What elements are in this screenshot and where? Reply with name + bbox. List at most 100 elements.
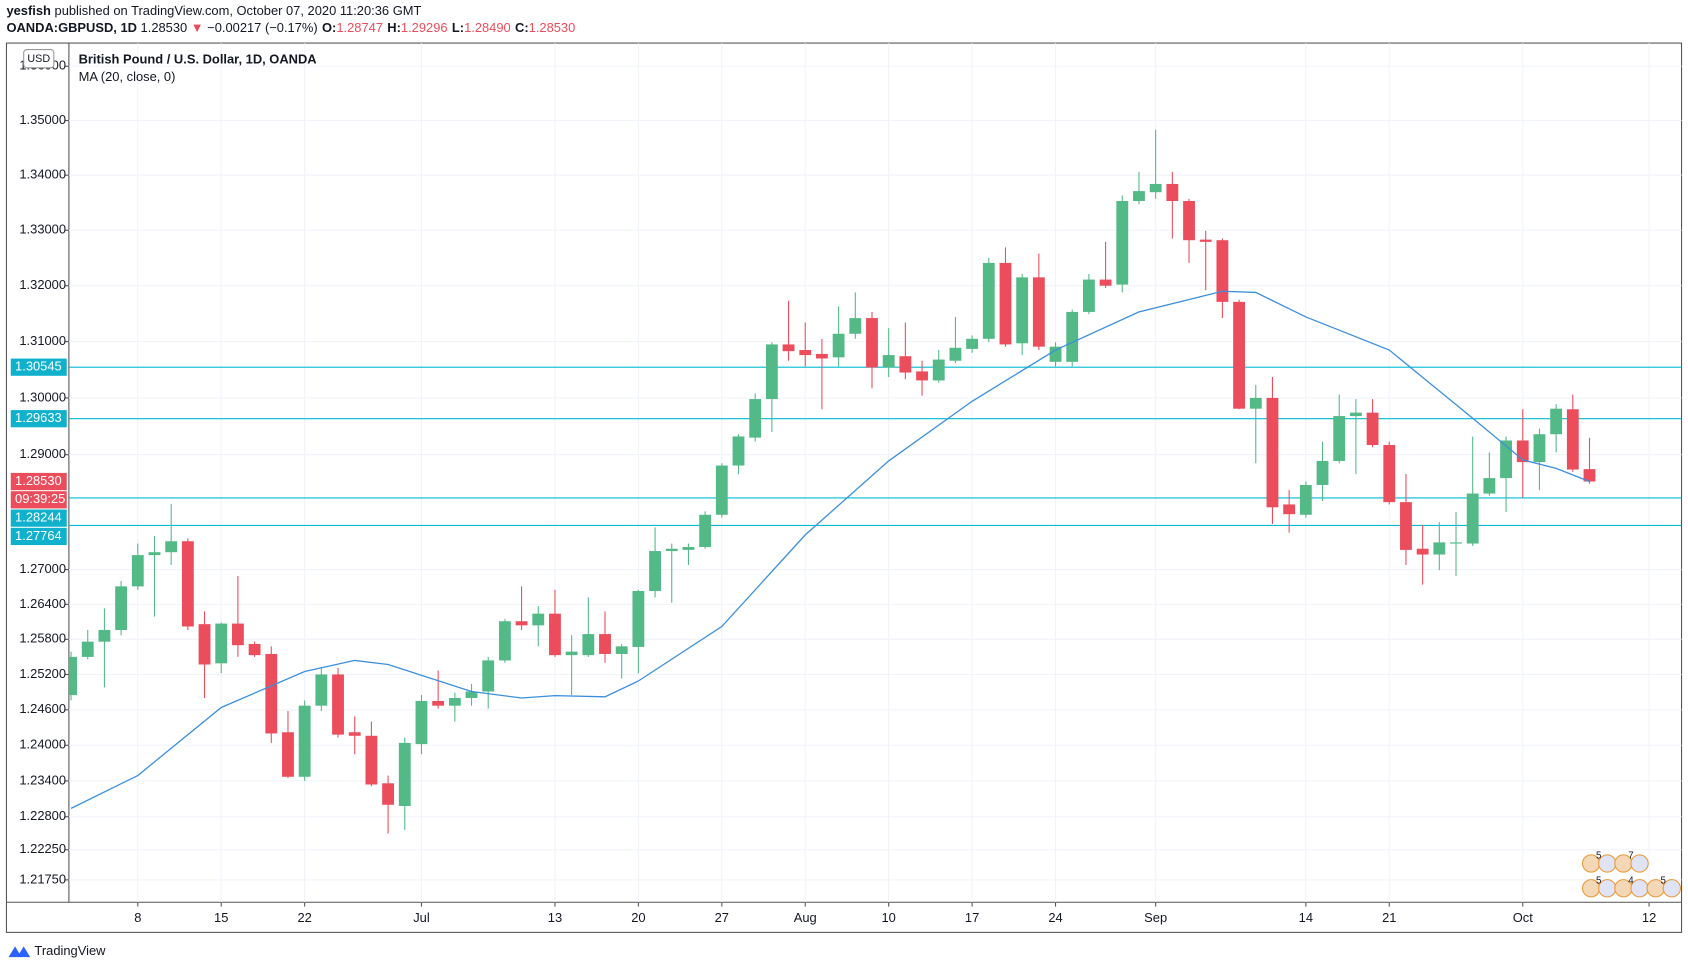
candle-body <box>1583 469 1596 482</box>
candle-body <box>749 399 762 438</box>
y-tick-label: 1.26400 <box>19 596 66 611</box>
candle-body <box>1466 493 1479 544</box>
candle-body <box>1149 183 1162 193</box>
price-label: 1.28244 <box>15 510 62 525</box>
candle-body <box>1299 484 1312 515</box>
candle-body <box>248 644 261 656</box>
y-tick-label: 1.25200 <box>19 666 66 681</box>
candle-body <box>1216 240 1229 302</box>
candle-body <box>1533 434 1546 463</box>
candle-body <box>1366 412 1379 446</box>
y-tick-label: 1.33000 <box>19 222 66 237</box>
footer-text: TradingView <box>34 943 106 958</box>
ohlc-label: C: <box>515 20 529 35</box>
ohlc-value: 1.28747 <box>336 20 383 35</box>
event-count: 4 <box>1628 875 1634 886</box>
event-flag[interactable] <box>1662 879 1682 898</box>
y-tick-label: 1.30000 <box>19 389 66 404</box>
ohlc-value: 1.29296 <box>401 20 448 35</box>
candle-body <box>649 551 661 591</box>
candle-body <box>549 613 561 656</box>
price-label-box <box>10 358 67 376</box>
candle-body <box>1416 548 1429 555</box>
candle-body <box>1266 397 1279 508</box>
candle-body <box>315 674 328 706</box>
y-tick-label: 1.22250 <box>19 841 66 856</box>
candle-body <box>131 555 144 587</box>
candle-body <box>615 646 628 654</box>
candle-body <box>582 634 595 656</box>
x-tick-label: 24 <box>1048 910 1062 925</box>
candle-body <box>1082 279 1095 312</box>
y-tick-label: 1.35000 <box>19 112 66 127</box>
candle-body <box>365 735 378 785</box>
x-tick-label: 21 <box>1382 910 1396 925</box>
candle-body <box>465 691 478 699</box>
candle-body <box>515 621 528 626</box>
candle-body <box>849 318 862 334</box>
axes: 1.360001.350001.340001.330001.320001.310… <box>10 58 1656 925</box>
candle-body <box>982 262 995 339</box>
header-line-2: OANDA:GBPUSD, 1D 1.28530 ▼ −0.00217 (−0.… <box>6 20 575 35</box>
candle-body <box>382 783 395 805</box>
change: −0.00217 (−0.17%) <box>207 20 318 35</box>
x-tick-label: 10 <box>881 910 895 925</box>
candle-body <box>999 262 1012 345</box>
y-tick-label: 1.29000 <box>19 446 66 461</box>
event-count: 5 <box>1596 875 1601 886</box>
candle-body <box>1032 277 1045 347</box>
candle-body <box>599 634 611 654</box>
event-count: 7 <box>1628 851 1633 862</box>
y-tick-label: 1.34000 <box>19 167 66 182</box>
candle-body <box>198 624 211 665</box>
ohlc: O:1.28747 H:1.29296 L:1.28490 C:1.28530 <box>322 20 575 35</box>
candle-body <box>782 344 795 352</box>
plot-area <box>68 129 1682 834</box>
x-tick-label: Oct <box>1513 910 1533 925</box>
published: published on TradingView.com, October 07… <box>55 3 422 18</box>
candle-body <box>1183 200 1195 241</box>
event-flag[interactable] <box>1630 854 1649 873</box>
currency-button[interactable] <box>23 48 55 69</box>
candle-body <box>1133 191 1145 201</box>
candle-body <box>1233 301 1246 409</box>
candle-body <box>1283 504 1296 515</box>
x-tick-label: 17 <box>965 910 979 925</box>
candle-body <box>1566 409 1579 470</box>
candle-body <box>498 621 511 661</box>
chart-title: British Pound / U.S. Dollar, 1D, OANDA <box>79 52 317 67</box>
price-label-box <box>10 491 67 509</box>
currency-label: USD <box>27 53 50 65</box>
x-tick-label: 14 <box>1299 910 1313 925</box>
price-label: 1.29633 <box>15 410 62 425</box>
candle-body <box>699 514 712 548</box>
candle-body <box>932 359 945 381</box>
symbol: OANDA:GBPUSD, 1D <box>6 20 137 35</box>
candle-body <box>482 660 495 692</box>
x-tick-label: 12 <box>1642 910 1656 925</box>
footer-logo: TradingView <box>8 943 106 958</box>
arrow: ▼ <box>191 20 204 35</box>
candle-body <box>1349 412 1362 417</box>
moving-average-line <box>70 290 1590 809</box>
candle-body <box>715 465 728 515</box>
candle-body <box>765 344 778 400</box>
price-label-box <box>10 527 67 546</box>
candle-body <box>98 629 111 642</box>
candle-body <box>265 653 278 734</box>
event-count: 5 <box>1596 851 1601 862</box>
x-tick-label: 13 <box>548 910 562 925</box>
candle-body <box>832 333 845 358</box>
y-tick-label: 1.21750 <box>19 871 66 886</box>
candle-body <box>448 698 461 706</box>
ohlc-label: L: <box>452 20 464 35</box>
user: yesfish <box>6 3 51 18</box>
candle-body <box>81 641 94 657</box>
candle-body <box>348 732 361 736</box>
ma-legend: MA (20, close, 0) <box>79 69 176 84</box>
price-label: 1.30545 <box>15 359 62 374</box>
candle-body <box>115 586 128 630</box>
